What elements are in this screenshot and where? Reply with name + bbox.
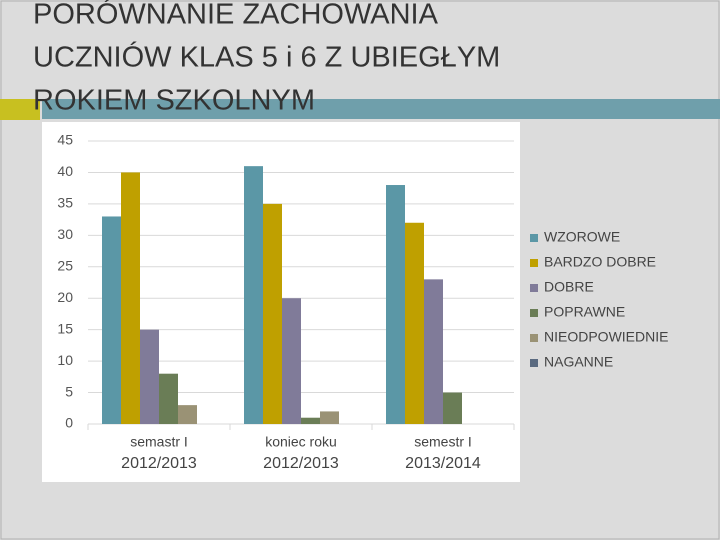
bar xyxy=(405,222,424,424)
x-tick-label: 2012/2013 xyxy=(263,455,339,472)
y-tick-label: 5 xyxy=(65,383,73,399)
legend-label: NIEODPOWIEDNIE xyxy=(544,329,668,345)
legend-label: WZOROWE xyxy=(544,229,620,245)
bar xyxy=(263,203,282,424)
title-line: PORÓWNANIE ZACHOWANIA xyxy=(33,0,439,31)
title-line: ROKIEM SZKOLNYM xyxy=(33,85,315,117)
bar xyxy=(121,172,140,424)
legend-swatch xyxy=(530,359,538,367)
y-tick-label: 10 xyxy=(57,352,73,368)
x-tick-label: koniec roku xyxy=(265,434,337,450)
bar xyxy=(282,298,301,424)
legend-swatch xyxy=(530,284,538,292)
bar xyxy=(244,166,263,424)
legend-label: POPRAWNE xyxy=(544,304,625,320)
bar xyxy=(102,216,121,424)
legend-label: BARDZO DOBRE xyxy=(544,254,656,270)
legend-swatch xyxy=(530,334,538,342)
bar xyxy=(301,417,320,424)
y-tick-label: 40 xyxy=(57,163,73,179)
accent-bar xyxy=(42,99,720,119)
bar xyxy=(140,329,159,424)
y-tick-label: 15 xyxy=(57,320,73,336)
bar xyxy=(424,279,443,424)
x-tick-label: 2012/2013 xyxy=(121,455,197,472)
x-tick-label: semestr I xyxy=(414,434,472,450)
legend-swatch xyxy=(530,234,538,242)
bar xyxy=(159,373,178,424)
y-tick-label: 25 xyxy=(57,257,73,273)
title-line: UCZNIÓW KLAS 5 i 6 Z UBIEGŁYM xyxy=(33,41,500,74)
legend-swatch xyxy=(530,259,538,267)
y-tick-label: 45 xyxy=(57,132,73,148)
x-tick-label: semastr I xyxy=(130,434,188,450)
bar xyxy=(320,411,339,424)
legend-swatch xyxy=(530,309,538,317)
legend-label: DOBRE xyxy=(544,279,594,295)
y-tick-label: 20 xyxy=(57,289,73,305)
legend-label: NAGANNE xyxy=(544,354,613,370)
bar xyxy=(178,405,197,424)
y-tick-label: 35 xyxy=(57,195,73,211)
bar xyxy=(443,392,462,424)
x-tick-label: 2013/2014 xyxy=(405,455,481,472)
y-tick-label: 30 xyxy=(57,226,73,242)
bar xyxy=(386,185,405,424)
accent-square xyxy=(0,99,40,120)
y-tick-label: 0 xyxy=(65,415,73,431)
